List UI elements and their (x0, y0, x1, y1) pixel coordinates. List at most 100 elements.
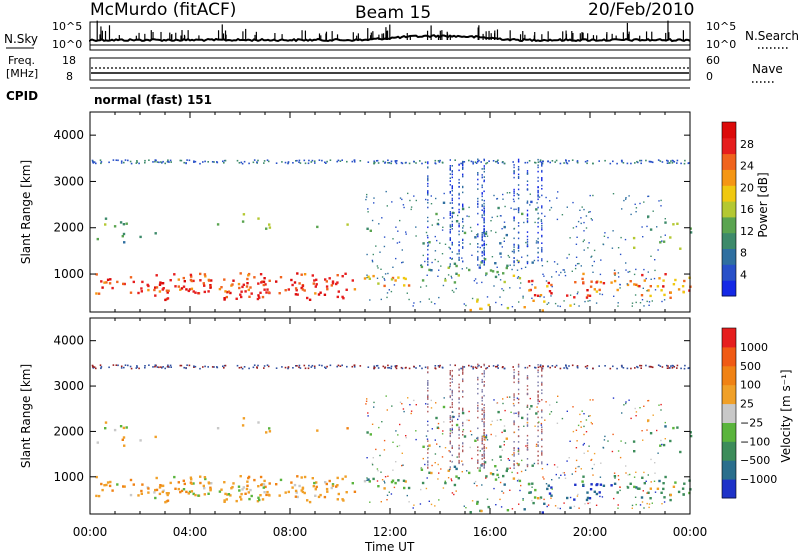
power-point (643, 201, 645, 203)
colorbar-segment (722, 346, 736, 367)
velocity-point (442, 405, 446, 409)
power-point (167, 160, 169, 163)
velocity-point (431, 464, 433, 467)
power-point (517, 207, 520, 209)
power-point (422, 242, 425, 245)
power-point (365, 198, 367, 201)
power-point (383, 277, 385, 280)
velocity-point (483, 454, 485, 456)
velocity-point (453, 493, 455, 496)
power-point (401, 249, 403, 251)
power-point (477, 223, 479, 226)
velocity-point (480, 509, 483, 513)
velocity-point (366, 477, 368, 479)
velocity-point (599, 483, 603, 486)
velocity-point (336, 365, 338, 368)
power-point (366, 227, 369, 230)
velocity-point (513, 371, 515, 374)
power-point (576, 236, 578, 238)
power-point (100, 162, 102, 165)
power-point (540, 219, 543, 221)
power-point (554, 161, 556, 163)
velocity-point (590, 421, 592, 424)
velocity-point (537, 375, 539, 378)
power-point (499, 279, 502, 281)
power-point (528, 160, 531, 162)
power-point (394, 161, 397, 163)
power-point (532, 299, 535, 302)
velocity-point (267, 365, 270, 368)
velocity-point (462, 409, 464, 411)
power-point (301, 288, 305, 291)
velocity-point (583, 433, 585, 436)
velocity-point (434, 505, 436, 507)
velocity-point (168, 366, 170, 368)
velocity-point (401, 403, 403, 405)
power-point (330, 284, 333, 287)
power-point (436, 239, 438, 242)
velocity-point (517, 382, 520, 384)
velocity-point (262, 483, 266, 486)
velocity-point (427, 406, 429, 408)
velocity-point (646, 502, 648, 505)
velocity-point (517, 463, 520, 466)
velocity-point (537, 366, 540, 369)
velocity-point (365, 403, 367, 405)
power-point (492, 160, 495, 162)
power-point (396, 242, 399, 244)
velocity-point (427, 460, 429, 462)
power-point (452, 207, 454, 209)
power-point (520, 267, 523, 270)
power-point (582, 281, 585, 284)
power-point (427, 194, 429, 196)
velocity-point (373, 367, 375, 370)
noise-panel-frame (89, 21, 691, 51)
velocity-point (537, 394, 539, 396)
nave-tick-bottom: 0 (706, 70, 713, 83)
velocity-point (537, 459, 539, 462)
power-point (617, 247, 620, 249)
power-point (367, 161, 370, 163)
power-point (428, 268, 431, 272)
velocity-point (482, 435, 484, 438)
velocity-point (156, 366, 159, 368)
velocity-point (353, 364, 356, 366)
velocity-point (612, 433, 614, 436)
velocity-point (520, 484, 522, 487)
velocity-point (534, 367, 537, 369)
power-point (408, 162, 411, 165)
velocity-point (588, 445, 590, 447)
velocity-point (395, 461, 397, 463)
power-point (526, 188, 529, 191)
velocity-point (483, 421, 485, 423)
power-point (247, 288, 250, 292)
power-point (380, 268, 382, 270)
power-point (447, 266, 450, 269)
colorbar-segment (722, 137, 736, 155)
velocity-point (539, 364, 542, 366)
noise-right-label: N.Search (745, 29, 799, 43)
power-point (457, 214, 459, 217)
velocity-point (520, 470, 523, 473)
power-point (501, 246, 503, 248)
velocity-point (576, 365, 579, 367)
power-point (481, 233, 483, 236)
velocity-point (261, 498, 265, 501)
power-point (383, 284, 386, 288)
power-point (199, 272, 202, 276)
power-point (485, 272, 488, 275)
velocity-point (386, 409, 388, 411)
power-point (99, 159, 102, 161)
power-point (598, 160, 600, 162)
power-point (113, 225, 117, 228)
velocity-point (314, 488, 317, 491)
power-point (556, 263, 559, 265)
velocity-point (613, 472, 616, 474)
power-point (398, 241, 401, 243)
velocity-point (190, 478, 193, 481)
power-point (435, 197, 437, 200)
power-point (425, 285, 428, 287)
velocity-point (371, 464, 374, 466)
power-point (427, 175, 429, 177)
